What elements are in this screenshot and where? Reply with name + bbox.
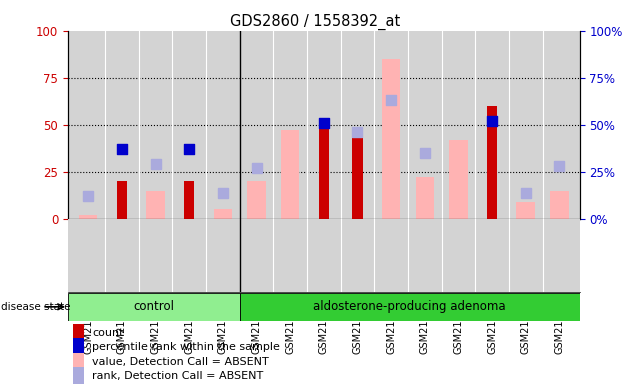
Point — [151, 161, 161, 167]
Bar — [239, 293, 580, 321]
Bar — [73, 353, 84, 371]
Text: percentile rank within the sample: percentile rank within the sample — [92, 342, 280, 353]
Bar — [352, 132, 363, 219]
Bar — [68, 293, 239, 321]
Text: rank, Detection Call = ABSENT: rank, Detection Call = ABSENT — [92, 371, 263, 381]
Bar — [487, 106, 497, 219]
Bar — [146, 191, 165, 219]
Bar — [281, 131, 299, 219]
Text: value, Detection Call = ABSENT: value, Detection Call = ABSENT — [92, 357, 269, 367]
Bar — [73, 338, 84, 356]
Point — [319, 120, 329, 126]
Text: GDS2860 / 1558392_at: GDS2860 / 1558392_at — [230, 13, 400, 30]
Point — [554, 163, 564, 169]
Bar — [550, 191, 569, 219]
Point — [487, 118, 497, 124]
Bar — [214, 210, 232, 219]
Bar — [319, 125, 329, 219]
Bar — [73, 324, 84, 342]
Point — [184, 146, 194, 152]
Point — [386, 97, 396, 103]
Text: control: control — [134, 300, 175, 313]
Bar — [73, 367, 84, 384]
Bar — [416, 177, 434, 219]
Point — [420, 150, 430, 156]
Bar — [79, 215, 98, 219]
Point — [218, 189, 228, 195]
Text: aldosterone-producing adenoma: aldosterone-producing adenoma — [313, 300, 506, 313]
Bar — [382, 59, 401, 219]
Point — [352, 129, 362, 136]
Bar — [449, 140, 467, 219]
Bar — [117, 181, 127, 219]
Point — [521, 189, 531, 195]
Text: disease state: disease state — [1, 302, 71, 312]
Point — [251, 165, 261, 171]
Point — [83, 193, 93, 199]
Text: count: count — [92, 328, 123, 338]
Bar — [517, 202, 535, 219]
Bar — [247, 181, 266, 219]
Point — [117, 146, 127, 152]
Bar — [184, 181, 194, 219]
